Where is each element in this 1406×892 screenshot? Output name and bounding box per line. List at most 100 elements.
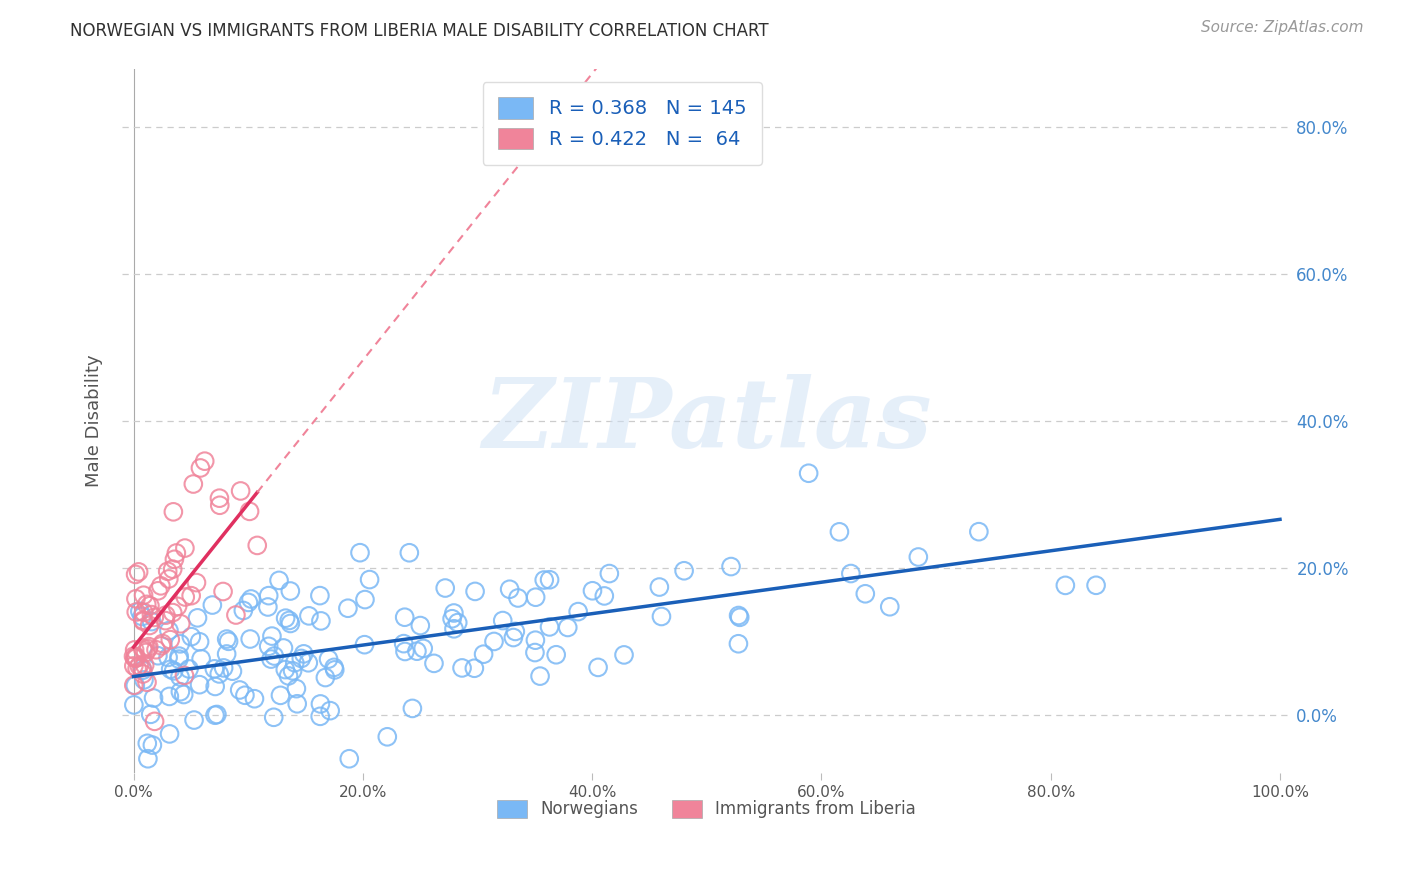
Point (132, 641, 155, 656)
Point (215, 632, 238, 646)
Point (163, 552, 186, 566)
Point (260, 629, 283, 643)
Point (132, 643, 155, 657)
Point (188, 678, 211, 692)
Point (152, 636, 174, 650)
Point (136, 641, 159, 656)
Point (173, 668, 195, 682)
Point (143, 714, 166, 729)
Point (141, 607, 163, 622)
Point (505, 624, 527, 639)
Point (122, 658, 145, 673)
Point (309, 697, 332, 711)
Point (157, 624, 180, 638)
Point (169, 684, 191, 698)
Point (278, 614, 301, 628)
Point (132, 606, 155, 620)
Point (146, 583, 169, 598)
Point (201, 598, 224, 612)
Point (156, 564, 179, 578)
Point (273, 640, 295, 655)
Point (292, 647, 315, 661)
Point (155, 614, 177, 628)
Point (177, 662, 200, 676)
Point (727, 637, 749, 651)
Point (204, 680, 226, 694)
Point (398, 546, 420, 560)
Point (128, 658, 150, 673)
Point (212, 661, 235, 675)
Point (394, 644, 416, 658)
Point (132, 588, 155, 602)
Point (907, 549, 929, 564)
Point (131, 661, 153, 675)
Point (135, 646, 157, 660)
Point (309, 614, 332, 628)
Point (124, 643, 146, 657)
Point (138, 640, 160, 654)
Point (239, 632, 262, 646)
Point (208, 667, 231, 681)
Point (567, 605, 589, 619)
Point (150, 639, 173, 653)
Point (269, 689, 291, 703)
Point (135, 598, 157, 612)
Point (141, 615, 163, 629)
Point (523, 646, 546, 660)
Point (797, 467, 820, 481)
Point (492, 614, 515, 628)
Point (132, 613, 155, 627)
Point (165, 546, 187, 560)
Point (406, 644, 429, 658)
Point (538, 573, 561, 587)
Point (441, 612, 464, 626)
Point (323, 663, 346, 677)
Point (314, 671, 336, 685)
Point (174, 541, 197, 555)
Point (593, 589, 616, 603)
Point (128, 604, 150, 618)
Point (648, 580, 671, 594)
Point (132, 667, 155, 681)
Point (967, 524, 990, 539)
Point (375, 730, 398, 744)
Point (394, 610, 416, 624)
Point (463, 661, 485, 675)
Point (122, 698, 145, 712)
Point (240, 591, 263, 606)
Point (257, 599, 280, 614)
Point (728, 610, 751, 624)
Point (309, 709, 332, 723)
Point (194, 454, 217, 468)
Point (278, 584, 301, 599)
Point (228, 683, 250, 698)
Point (208, 491, 231, 505)
Point (186, 611, 208, 625)
Point (202, 662, 225, 676)
Text: ZIPatlas: ZIPatlas (482, 374, 932, 468)
Point (208, 498, 231, 512)
Point (157, 650, 180, 665)
Point (128, 565, 150, 579)
Point (274, 611, 297, 625)
Point (125, 651, 148, 665)
Point (482, 634, 505, 648)
Point (879, 599, 901, 614)
Point (337, 752, 360, 766)
Point (277, 669, 299, 683)
Point (1085, 578, 1108, 592)
Point (190, 652, 212, 666)
Point (169, 637, 191, 651)
Point (122, 678, 145, 692)
Point (139, 599, 162, 613)
Point (839, 566, 862, 581)
Point (124, 679, 146, 693)
Point (319, 704, 342, 718)
Point (167, 652, 190, 666)
Point (309, 589, 332, 603)
Point (506, 591, 529, 605)
Point (263, 710, 285, 724)
Point (243, 691, 266, 706)
Point (257, 589, 280, 603)
Point (354, 592, 377, 607)
